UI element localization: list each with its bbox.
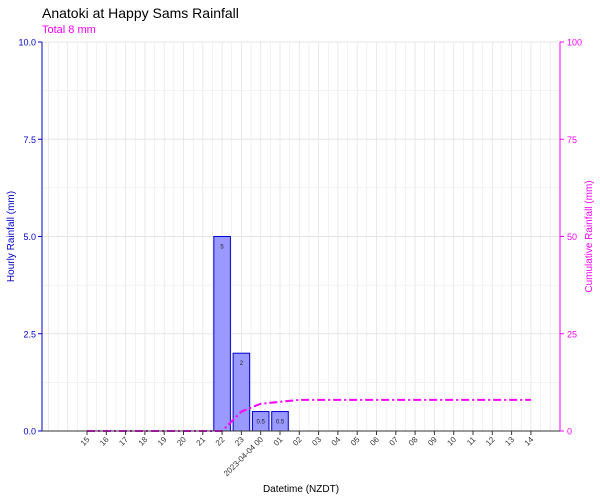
x-tick-label: 17 [117, 435, 130, 448]
x-tick-label: 07 [388, 435, 401, 448]
x-tick-label: 04 [330, 435, 343, 448]
left-tick-label: 0.0 [23, 427, 36, 437]
chart-subtitle: Total 8 mm [42, 24, 96, 36]
x-tick-label: 05 [349, 435, 362, 448]
x-tick-label: 10 [445, 435, 458, 448]
x-tick-label: 21 [195, 435, 208, 448]
right-tick-label: 25 [567, 329, 577, 339]
bar-22 [213, 236, 231, 432]
chart-title: Anatoki at Happy Sams Rainfall [42, 5, 239, 21]
x-tick-label: 23 [233, 435, 246, 448]
left-tick-label: 7.5 [23, 135, 36, 145]
x-tick-label: 08 [407, 435, 420, 448]
x-tick-label: 20 [175, 435, 188, 448]
x-tick-label: 22 [214, 435, 227, 448]
cumulative-line-group [87, 398, 531, 432]
x-tick-label: 15 [79, 435, 92, 448]
left-tick-label: 2.5 [23, 329, 36, 339]
x-axis-title: Datetime (NZDT) [263, 484, 339, 495]
right-tick-label: 0 [567, 427, 572, 437]
x-tick-label: 01 [272, 435, 285, 448]
bar-value-label: 0.5 [257, 420, 266, 426]
bars: 5 2 0.5 0.5 [213, 236, 289, 432]
grid [42, 41, 561, 432]
x-tick-label: 02 [291, 435, 304, 448]
bar-value-label: 0.5 [276, 420, 285, 426]
y-axis-title: Hourly Rainfall (mm) [6, 191, 17, 282]
right-tick-label: 75 [567, 135, 577, 145]
x-tick-label: 09 [426, 435, 439, 448]
x-tick-label: 19 [156, 435, 169, 448]
cumulative-line [87, 398, 531, 432]
x-tick-label: 16 [98, 435, 111, 448]
right-tick-label: 100 [567, 38, 582, 48]
x-tick-label: 03 [310, 435, 323, 448]
left-tick-label: 10.0 [18, 38, 36, 48]
x-tick-label: 14 [523, 435, 536, 448]
x-tick-label: 06 [368, 435, 381, 448]
bar-value-label: 2 [240, 361, 244, 367]
left-tick-label: 5.0 [23, 232, 36, 242]
x-tick-label: 11 [465, 435, 478, 448]
x-tick-label: 12 [484, 435, 497, 448]
right-tick-label: 50 [567, 232, 577, 242]
x-tick-label: 18 [137, 435, 150, 448]
y2-axis-title: Cumulative Rainfall (mm) [584, 180, 595, 292]
bar-value-label: 5 [220, 245, 224, 251]
x-tick-label: 13 [503, 435, 516, 448]
